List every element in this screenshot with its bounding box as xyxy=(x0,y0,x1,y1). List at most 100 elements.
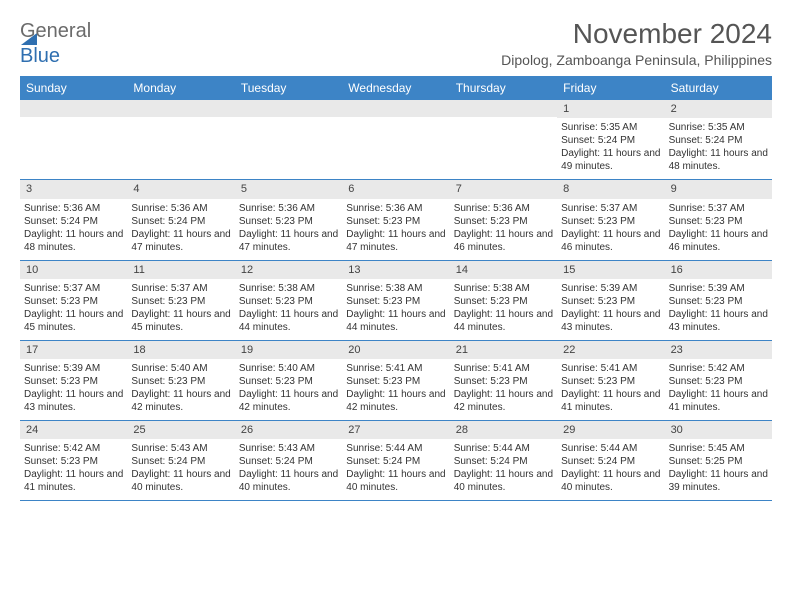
sunrise-text: Sunrise: 5:36 AM xyxy=(131,202,230,215)
sunset-text: Sunset: 5:23 PM xyxy=(239,295,338,308)
sunset-text: Sunset: 5:23 PM xyxy=(669,215,768,228)
day-cell: 2Sunrise: 5:35 AMSunset: 5:24 PMDaylight… xyxy=(665,100,772,179)
title-block: November 2024 Dipolog, Zamboanga Peninsu… xyxy=(501,18,772,68)
sunrise-text: Sunrise: 5:36 AM xyxy=(346,202,445,215)
day-cell xyxy=(450,100,557,179)
daylight-text: Daylight: 11 hours and 42 minutes. xyxy=(131,388,230,414)
sunset-text: Sunset: 5:24 PM xyxy=(561,455,660,468)
week-row: 17Sunrise: 5:39 AMSunset: 5:23 PMDayligh… xyxy=(20,341,772,421)
daylight-text: Daylight: 11 hours and 47 minutes. xyxy=(239,228,338,254)
sunrise-text: Sunrise: 5:37 AM xyxy=(561,202,660,215)
date-number: 19 xyxy=(235,341,342,359)
daylight-text: Daylight: 11 hours and 44 minutes. xyxy=(454,308,553,334)
sunrise-text: Sunrise: 5:37 AM xyxy=(131,282,230,295)
date-number: 8 xyxy=(557,180,664,198)
sunset-text: Sunset: 5:23 PM xyxy=(454,295,553,308)
sunrise-text: Sunrise: 5:43 AM xyxy=(239,442,338,455)
date-number: 17 xyxy=(20,341,127,359)
date-number: 15 xyxy=(557,261,664,279)
date-number: 28 xyxy=(450,421,557,439)
month-title: November 2024 xyxy=(501,18,772,50)
calendar: Sunday Monday Tuesday Wednesday Thursday… xyxy=(20,76,772,501)
sunset-text: Sunset: 5:23 PM xyxy=(239,215,338,228)
sunrise-text: Sunrise: 5:45 AM xyxy=(669,442,768,455)
day-cell: 9 Sunrise: 5:37 AMSunset: 5:23 PMDaylight… xyxy=(665,180,772,259)
day-cell xyxy=(20,100,127,179)
day-cell: 23Sunrise: 5:42 AMSunset: 5:23 PMDayligh… xyxy=(665,341,772,420)
week-row: 1Sunrise: 5:35 AMSunset: 5:24 PMDaylight… xyxy=(20,100,772,180)
day-cell: 14 Sunrise: 5:38 AMSunset: 5:23 PMDayligh… xyxy=(450,261,557,340)
day-cell xyxy=(235,100,342,179)
week-row: 24Sunrise: 5:42 AMSunset: 5:23 PMDayligh… xyxy=(20,421,772,501)
date-number: 18 xyxy=(127,341,234,359)
date-number xyxy=(235,100,342,117)
sunset-text: Sunset: 5:23 PM xyxy=(131,295,230,308)
sunrise-text: Sunrise: 5:38 AM xyxy=(454,282,553,295)
date-number: 16 xyxy=(665,261,772,279)
sunset-text: Sunset: 5:23 PM xyxy=(561,375,660,388)
location-subtitle: Dipolog, Zamboanga Peninsula, Philippine… xyxy=(501,52,772,68)
sunset-text: Sunset: 5:24 PM xyxy=(24,215,123,228)
sunset-text: Sunset: 5:24 PM xyxy=(131,455,230,468)
day-cell: 13Sunrise: 5:38 AMSunset: 5:23 PMDayligh… xyxy=(342,261,449,340)
date-number: 11 xyxy=(127,261,234,279)
sunrise-text: Sunrise: 5:42 AM xyxy=(669,362,768,375)
date-number: 26 xyxy=(235,421,342,439)
sunrise-text: Sunrise: 5:38 AM xyxy=(346,282,445,295)
day-cell: 27Sunrise: 5:44 AMSunset: 5:24 PMDayligh… xyxy=(342,421,449,500)
day-cell: 24Sunrise: 5:42 AMSunset: 5:23 PMDayligh… xyxy=(20,421,127,500)
weekday-header: Wednesday xyxy=(342,76,449,100)
sunset-text: Sunset: 5:24 PM xyxy=(346,455,445,468)
day-cell: 1Sunrise: 5:35 AMSunset: 5:24 PMDaylight… xyxy=(557,100,664,179)
week-row: 3Sunrise: 5:36 AMSunset: 5:24 PMDaylight… xyxy=(20,180,772,260)
day-cell: 21Sunrise: 5:41 AMSunset: 5:23 PMDayligh… xyxy=(450,341,557,420)
date-number: 14 xyxy=(450,261,557,279)
date-number: 9 xyxy=(665,180,772,198)
weekday-header: Thursday xyxy=(450,76,557,100)
day-cell: 18Sunrise: 5:40 AMSunset: 5:23 PMDayligh… xyxy=(127,341,234,420)
date-number: 23 xyxy=(665,341,772,359)
sunrise-text: Sunrise: 5:41 AM xyxy=(561,362,660,375)
date-number: 5 xyxy=(235,180,342,198)
weekday-header-row: Sunday Monday Tuesday Wednesday Thursday… xyxy=(20,76,772,100)
logo: General Blue xyxy=(20,20,91,68)
daylight-text: Daylight: 11 hours and 47 minutes. xyxy=(346,228,445,254)
sunset-text: Sunset: 5:23 PM xyxy=(454,375,553,388)
day-cell: 16Sunrise: 5:39 AMSunset: 5:23 PMDayligh… xyxy=(665,261,772,340)
sunrise-text: Sunrise: 5:37 AM xyxy=(669,202,768,215)
date-number: 2 xyxy=(665,100,772,118)
sunrise-text: Sunrise: 5:37 AM xyxy=(24,282,123,295)
daylight-text: Daylight: 11 hours and 42 minutes. xyxy=(239,388,338,414)
sunset-text: Sunset: 5:24 PM xyxy=(454,455,553,468)
daylight-text: Daylight: 11 hours and 40 minutes. xyxy=(454,468,553,494)
sunrise-text: Sunrise: 5:44 AM xyxy=(454,442,553,455)
sunrise-text: Sunrise: 5:41 AM xyxy=(454,362,553,375)
date-number: 3 xyxy=(20,180,127,198)
sunrise-text: Sunrise: 5:38 AM xyxy=(239,282,338,295)
sunrise-text: Sunrise: 5:35 AM xyxy=(561,121,660,134)
day-cell: 26Sunrise: 5:43 AMSunset: 5:24 PMDayligh… xyxy=(235,421,342,500)
day-cell: 11Sunrise: 5:37 AMSunset: 5:23 PMDayligh… xyxy=(127,261,234,340)
sunrise-text: Sunrise: 5:35 AM xyxy=(669,121,768,134)
sunrise-text: Sunrise: 5:43 AM xyxy=(131,442,230,455)
sunset-text: Sunset: 5:23 PM xyxy=(669,295,768,308)
weekday-header: Sunday xyxy=(20,76,127,100)
sunset-text: Sunset: 5:23 PM xyxy=(24,455,123,468)
sunrise-text: Sunrise: 5:36 AM xyxy=(454,202,553,215)
sunrise-text: Sunrise: 5:36 AM xyxy=(24,202,123,215)
date-number: 22 xyxy=(557,341,664,359)
day-cell: 20Sunrise: 5:41 AMSunset: 5:23 PMDayligh… xyxy=(342,341,449,420)
daylight-text: Daylight: 11 hours and 46 minutes. xyxy=(454,228,553,254)
date-number: 13 xyxy=(342,261,449,279)
sunset-text: Sunset: 5:24 PM xyxy=(131,215,230,228)
sunset-text: Sunset: 5:23 PM xyxy=(561,215,660,228)
date-number xyxy=(450,100,557,117)
date-number xyxy=(342,100,449,117)
sunset-text: Sunset: 5:23 PM xyxy=(561,295,660,308)
daylight-text: Daylight: 11 hours and 41 minutes. xyxy=(24,468,123,494)
sunset-text: Sunset: 5:24 PM xyxy=(239,455,338,468)
date-number: 25 xyxy=(127,421,234,439)
day-cell: 6Sunrise: 5:36 AMSunset: 5:23 PMDaylight… xyxy=(342,180,449,259)
daylight-text: Daylight: 11 hours and 43 minutes. xyxy=(669,308,768,334)
daylight-text: Daylight: 11 hours and 46 minutes. xyxy=(669,228,768,254)
